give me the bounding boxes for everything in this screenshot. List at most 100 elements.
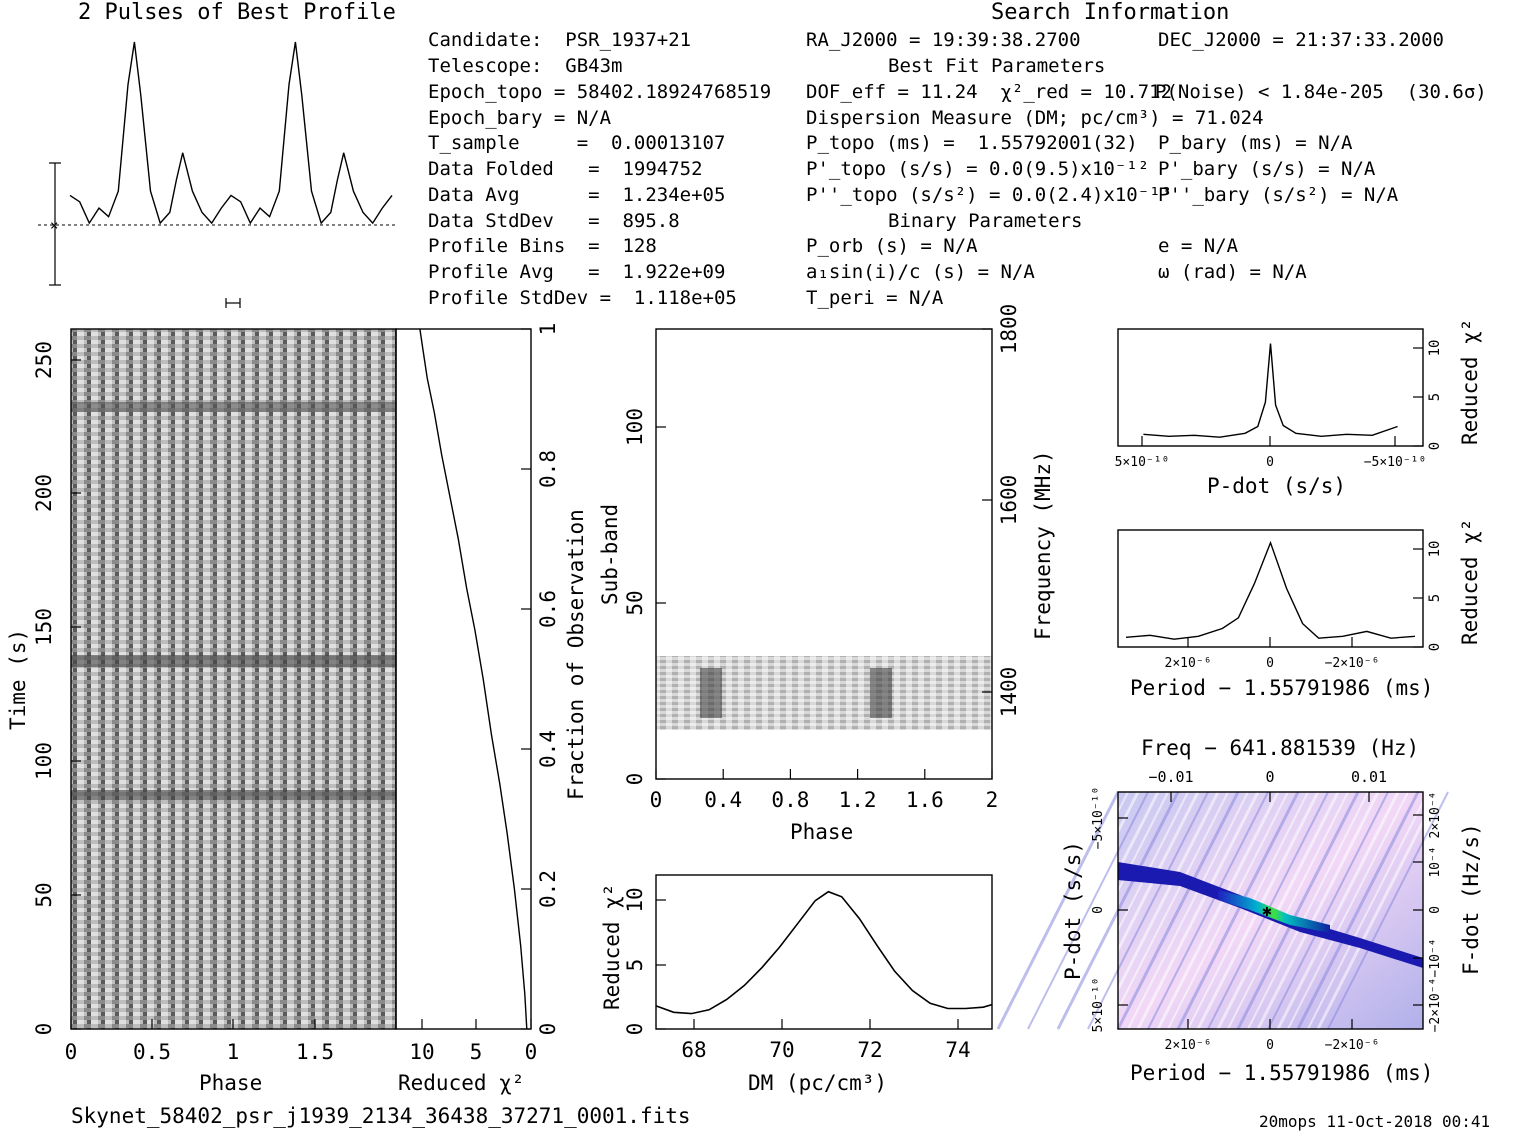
info-epoch-topo: Epoch_topo = 58402.18924768519 (428, 81, 772, 103)
ticks-fdot-right-label: 2×10⁻⁴ (1428, 792, 1443, 839)
subband-phase-label: Phase (790, 820, 853, 844)
info-data-avg: Data Avg = 1.234e+05 (428, 184, 726, 206)
ticks-period-1-label: 2×10⁻⁶ (1165, 656, 1212, 671)
period-curve (1125, 540, 1416, 640)
profile-plot: × (38, 41, 395, 308)
ppdot-streak (1047, 791, 1169, 1030)
ppdot-streak (1296, 791, 1420, 1030)
ticks-chi-dm-label: 0 (623, 1023, 647, 1036)
info-dec: DEC_J2000 = 21:37:33.2000 (1158, 29, 1444, 51)
pdot-axis-label: P-dot (s/s) (1207, 474, 1346, 498)
ticks-pdot-left-label: 0 (1091, 906, 1106, 914)
info-p-noise: P(Noise) < 1.84e-205 (30.6σ) (1155, 81, 1487, 103)
ppdot-streak (1116, 791, 1240, 1030)
info-binary-title: Binary Parameters (888, 210, 1083, 232)
ticks-period-1-label: −2×10⁻⁶ (1325, 656, 1380, 671)
info-epoch-bary: Epoch_bary = N/A (428, 107, 612, 129)
pdot-curve (1143, 343, 1398, 438)
ppdot-streak (1076, 791, 1200, 1030)
info-p-topo: P_topo (ms) = 1.55792001(32) (806, 132, 1138, 154)
ppdot-streak (1236, 791, 1360, 1030)
freq-axis-label: Freq − 641.881539 (Hz) (1141, 736, 1419, 760)
ticks-period-2-label: 2×10⁻⁶ (1165, 1038, 1212, 1053)
ticks-pdot-label: 0 (1266, 455, 1274, 470)
ticks-fraction-label: 0 (536, 1023, 560, 1036)
info-omega: ω (rad) = N/A (1158, 261, 1307, 283)
ppdot-streak (1227, 791, 1349, 1030)
ticks-freq-label: 1600 (997, 475, 1021, 526)
ticks-chi-dm-label: 5 (623, 959, 647, 972)
ppdot-streak (1147, 791, 1269, 1030)
ppdot-streak (1176, 791, 1300, 1030)
ticks-fdot-right-label: 0 (1428, 906, 1443, 914)
period-chi-label: Reduced χ² (1458, 519, 1482, 645)
ticks-phase-sb-label: 2 (986, 788, 999, 812)
ticks-dm-label: 74 (945, 1038, 970, 1062)
ticks-dm-label: 70 (769, 1038, 794, 1062)
subband-plot: 0 50 100 1400 1600 1800 0 0.4 0.8 1.2 1.6 2 Sub-b… (598, 304, 1055, 844)
info-ra: RA_J2000 = 19:39:38.2700 (806, 29, 1081, 51)
info-data-stddev: Data StdDev = 895.8 (428, 210, 680, 232)
info-candidate: Candidate: PSR_1937+21 (428, 29, 692, 51)
ticks-chi-lower-label: 5 (470, 1040, 483, 1064)
ppdot-plane: Freq − 641.881539 (Hz) ✱ −0.01 0 0.01 2×10… (996, 736, 1483, 1085)
dm-plot: 68 70 72 74 0 5 10 DM (pc/cm³) Reduced χ² (600, 874, 993, 1095)
chi-fraction-plot: 10 5 0 0 0.2 0.4 0.6 0.8 1 Reduced χ² Fraction … (395, 323, 588, 1095)
time-phase-plot: 0 50 100 150 200 250 0 0.5 1 1.5 Time (s) Phase (6, 328, 397, 1095)
ticks-pdot-left-label: −5×10⁻¹⁰ (1091, 787, 1106, 850)
ticks-pdot-label: 5×10⁻¹⁰ (1115, 455, 1170, 470)
profile-title: 2 Pulses of Best Profile (78, 0, 396, 25)
ticks-subband-label: 100 (623, 408, 647, 446)
ticks-chi-small-1-label: 0 (1427, 442, 1443, 450)
dm-curve (655, 890, 993, 1015)
ppdot-streak (1247, 791, 1369, 1030)
ppdot-streak (1087, 791, 1209, 1030)
period-chi-plot: 2×10⁻⁶ 0 −2×10⁻⁶ 0 5 10 Period − 1.55791986 … (1117, 519, 1482, 700)
info-pd-topo: P'_topo (s/s) = 0.0(9.5)x10⁻¹² (806, 158, 1150, 180)
ticks-dm-label: 68 (681, 1038, 706, 1062)
ticks-subband-label: 50 (623, 590, 647, 615)
dm-axis-label: DM (pc/cm³) (748, 1071, 887, 1095)
ppdot-streak (1327, 791, 1449, 1030)
ticks-phase-sb-label: 0 (650, 788, 663, 812)
ticks-time-label: 150 (32, 608, 56, 646)
ticks-phase-sb-label: 1.2 (839, 788, 877, 812)
ticks-freq-label: 1800 (997, 304, 1021, 355)
info-e: e = N/A (1158, 235, 1239, 257)
info-best-fit-title: Best Fit Parameters (888, 55, 1106, 77)
footer-filename: Skynet_58402_psr_j1939_2134_36438_37271_… (71, 1104, 691, 1128)
ticks-dm-label: 72 (857, 1038, 882, 1062)
ppdot-streak (1136, 791, 1260, 1030)
ticks-fraction-label: 0.6 (536, 590, 560, 628)
frequency-axis-label: Frequency (MHz) (1031, 450, 1055, 640)
fdot-axis-label: F-dot (Hz/s) (1459, 823, 1483, 975)
info-data-folded: Data Folded = 1994752 (428, 158, 703, 180)
ticks-chi-small-2-label: 5 (1427, 594, 1443, 602)
ppdot-best-marker: ✱ (1262, 901, 1272, 920)
profile-errbar-mark: × (50, 218, 58, 234)
ticks-time-label: 100 (32, 742, 56, 780)
pdot-chi-label: Reduced χ² (1458, 319, 1482, 445)
ticks-period-2-label: 0 (1266, 1038, 1274, 1053)
time-axis-label: Time (s) (6, 629, 30, 730)
fraction-axis-label: Fraction of Observation (564, 509, 588, 800)
ticks-freq-top-label: −0.01 (1148, 768, 1193, 786)
info-dm: Dispersion Measure (DM; pc/cm³) = 71.024 (806, 107, 1264, 129)
period-axis-label: Period − 1.55791986 (ms) (1130, 676, 1433, 700)
info-profile-avg: Profile Avg = 1.922e+09 (428, 261, 726, 283)
ticks-time-label: 50 (32, 882, 56, 907)
info-pd-bary: P'_bary (s/s) = N/A (1158, 158, 1376, 180)
ticks-chi-small-1-label: 10 (1427, 340, 1443, 357)
info-pdd-bary: P''_bary (s/s²) = N/A (1158, 184, 1399, 206)
ticks-phase-main-label: 1 (227, 1040, 240, 1064)
profile-line (69, 41, 393, 225)
ticks-freq-top-label: 0 (1265, 768, 1274, 786)
ppdot-streak (1267, 791, 1389, 1030)
info-profile-stddev: Profile StdDev = 1.118e+05 (428, 287, 737, 309)
ticks-chi-small-2-label: 0 (1427, 643, 1443, 651)
ppdot-peak (1218, 890, 1330, 933)
ppdot-streak (1036, 791, 1160, 1030)
ticks-period-2-label: −2×10⁻⁶ (1325, 1038, 1380, 1053)
